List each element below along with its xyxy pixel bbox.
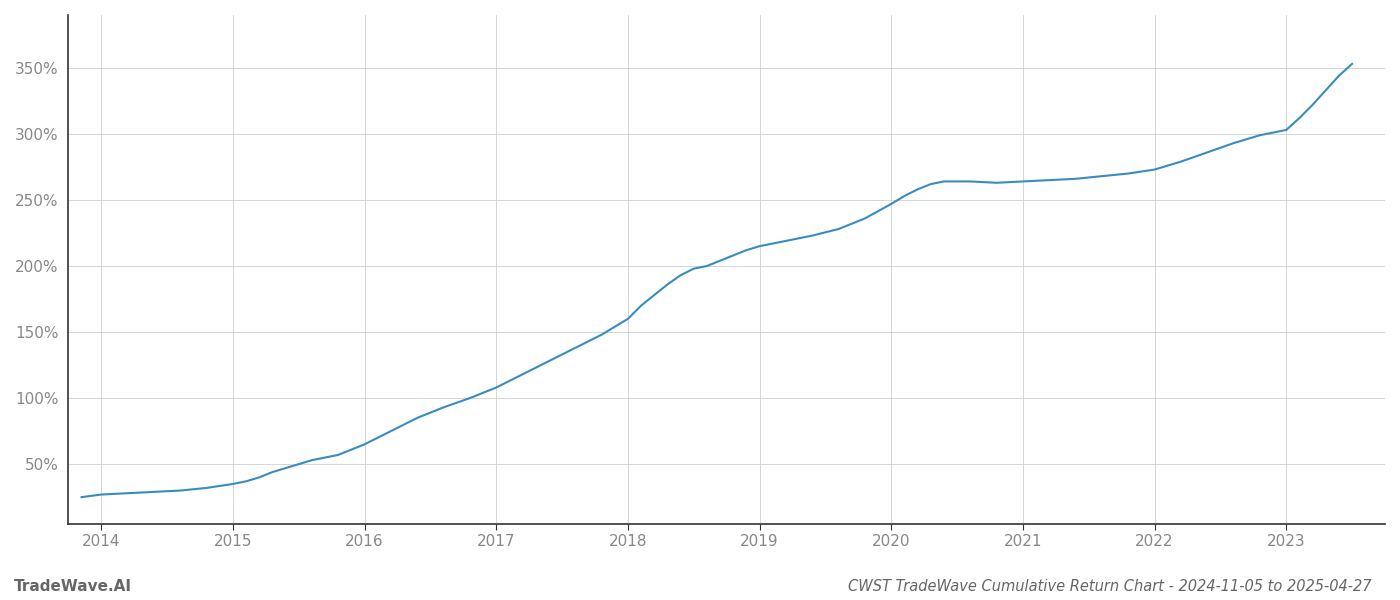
Text: TradeWave.AI: TradeWave.AI [14,579,132,594]
Text: CWST TradeWave Cumulative Return Chart - 2024-11-05 to 2025-04-27: CWST TradeWave Cumulative Return Chart -… [848,579,1372,594]
